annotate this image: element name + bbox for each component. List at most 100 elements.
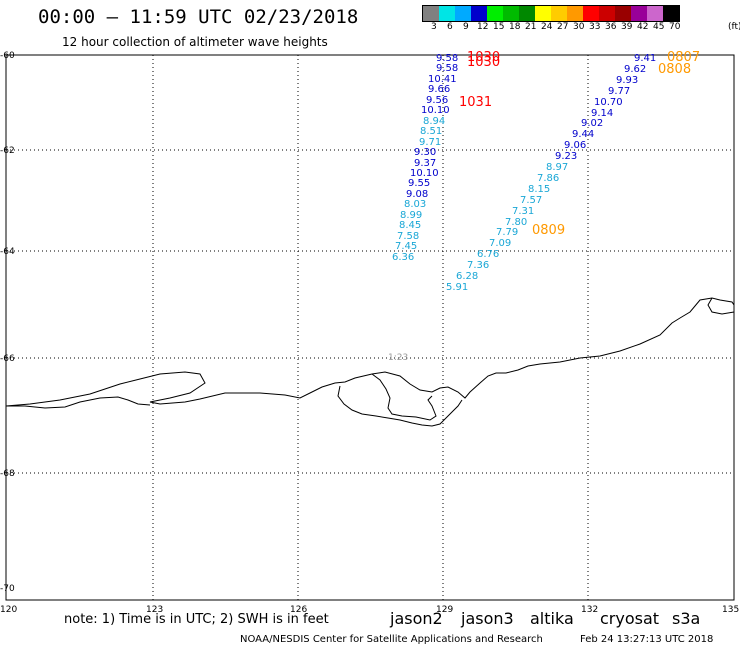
lon-label: 129 xyxy=(436,605,454,615)
wave-height-value: 9.66 xyxy=(428,84,451,96)
lat-label: -66 xyxy=(0,354,15,364)
wave-height-value: 9.06 xyxy=(564,140,587,152)
wave-height-value: 8.45 xyxy=(399,220,422,232)
wave-height-value: 8.51 xyxy=(420,126,443,138)
colorbar-tick-label: 9 xyxy=(463,22,469,32)
lat-label: -68 xyxy=(0,469,15,479)
wave-height-value: 10.10 xyxy=(410,167,439,179)
pass-time-label: 0808 xyxy=(658,62,692,77)
lon-label: 135 xyxy=(722,605,740,615)
colorbar-unit: (ft) xyxy=(728,22,740,32)
wave-height-value: 7.31 xyxy=(512,205,535,217)
wave-height-value: 9.58 xyxy=(436,63,459,75)
wave-height-value: 9.44 xyxy=(572,129,595,141)
lat-label: -64 xyxy=(0,247,15,257)
colorbar-tick-label: 33 xyxy=(589,22,601,32)
colorbar xyxy=(422,5,680,22)
pass-time-label: 1031 xyxy=(459,95,493,110)
colorbar-swatch xyxy=(647,6,663,21)
wave-height-value: 7.45 xyxy=(395,241,418,253)
lat-label: -62 xyxy=(0,146,15,156)
colorbar-swatch xyxy=(631,6,647,21)
credit-line: NOAA/NESDIS Center for Satellite Applica… xyxy=(240,634,543,645)
colorbar-tick-label: 70 xyxy=(669,22,681,32)
wave-height-value: 9.08 xyxy=(406,188,429,200)
colorbar-swatch xyxy=(567,6,583,21)
legend-jason3: jason3 xyxy=(461,609,514,628)
wave-height-value: 9.71 xyxy=(419,136,442,148)
lon-label: 126 xyxy=(290,605,308,615)
legend-cryosat: cryosat xyxy=(600,609,660,628)
antarctic-coastline xyxy=(5,297,735,407)
colorbar-tick-label: 42 xyxy=(637,22,649,32)
colorbar-tick-label: 6 xyxy=(447,22,453,32)
wave-height-value: 8.15 xyxy=(528,183,551,195)
wave-height-value: 10.10 xyxy=(421,105,450,117)
wave-height-value: 7.36 xyxy=(467,260,490,272)
colorbar-tick-label: 21 xyxy=(525,22,537,32)
wave-height-value: 9.56 xyxy=(426,94,449,106)
wave-height-value: 9.55 xyxy=(408,178,431,190)
wave-height-value: 8.94 xyxy=(423,115,446,127)
wave-height-value: 9.77 xyxy=(608,85,631,97)
colorbar-swatch xyxy=(455,6,471,21)
colorbar-tick-label: 30 xyxy=(573,22,585,32)
colorbar-swatch xyxy=(615,6,631,21)
wave-height-value: 9.58 xyxy=(436,53,459,64)
colorbar-swatch xyxy=(663,6,679,21)
colorbar-tick-label: 3 xyxy=(431,22,437,32)
wave-height-value: 8.99 xyxy=(400,209,423,221)
colorbar-tick-label: 36 xyxy=(605,22,617,32)
map-title: 00:00 – 11:59 UTC 02/23/2018 xyxy=(38,6,359,28)
lon-label: 132 xyxy=(581,605,599,615)
colorbar-swatch xyxy=(519,6,535,21)
wave-height-value: 9.30 xyxy=(414,147,437,159)
legend-altika: altika xyxy=(530,609,574,628)
coastline-inlet xyxy=(337,385,463,427)
wave-height-value: 7.79 xyxy=(496,227,519,239)
track-marker-label: 1:23 xyxy=(388,353,409,363)
wave-height-value: 10.41 xyxy=(428,73,457,85)
wave-height-value: 9.14 xyxy=(591,107,614,119)
colorbar-swatch xyxy=(471,6,487,21)
wave-height-value: 9.41 xyxy=(634,53,657,64)
wave-height-value: 5.91 xyxy=(446,281,469,293)
colorbar-tick-label: 39 xyxy=(621,22,633,32)
colorbar-swatch xyxy=(503,6,519,21)
colorbar-swatch xyxy=(535,6,551,21)
wave-height-value: 8.97 xyxy=(546,162,569,173)
colorbar-tick-label: 45 xyxy=(653,22,665,32)
wave-height-value: 8.03 xyxy=(404,199,427,211)
wave-height-value: 9.62 xyxy=(624,63,647,75)
colorbar-swatch xyxy=(487,6,503,21)
wave-height-value: 7.09 xyxy=(489,238,512,250)
wave-height-value: 7.86 xyxy=(537,172,560,184)
colorbar-swatch xyxy=(599,6,615,21)
map-subtitle: 12 hour collection of altimeter wave hei… xyxy=(62,35,328,49)
colorbar-tick-label: 18 xyxy=(509,22,521,32)
generated-timestamp: Feb 24 13:27:13 UTC 2018 xyxy=(580,634,714,645)
graticule xyxy=(6,55,734,600)
map-frame xyxy=(5,54,735,601)
colorbar-swatch xyxy=(423,6,439,21)
pass-time-label: 0807 xyxy=(667,50,701,65)
wave-height-value: 6.36 xyxy=(392,251,415,263)
colorbar-tick-label: 27 xyxy=(557,22,569,32)
wave-height-value: 10.70 xyxy=(594,96,623,108)
lat-label: -70 xyxy=(0,584,15,594)
lon-label: 123 xyxy=(146,605,164,615)
coastline-east xyxy=(707,297,735,315)
pass-time-label: 1030 xyxy=(467,55,501,70)
colorbar-tick-label: 15 xyxy=(493,22,505,32)
wave-height-value: 9.23 xyxy=(555,151,578,163)
colorbar-swatch xyxy=(583,6,599,21)
wave-height-value: 9.93 xyxy=(616,74,639,86)
wave-height-value: 7.80 xyxy=(505,216,528,228)
colorbar-swatch xyxy=(439,6,455,21)
wave-height-value: 7.57 xyxy=(520,194,543,206)
legend-s3a: s3a xyxy=(672,609,701,628)
colorbar-tick-label: 24 xyxy=(541,22,553,32)
wave-height-value: 7.58 xyxy=(397,230,420,242)
coastline-bay xyxy=(6,396,151,409)
